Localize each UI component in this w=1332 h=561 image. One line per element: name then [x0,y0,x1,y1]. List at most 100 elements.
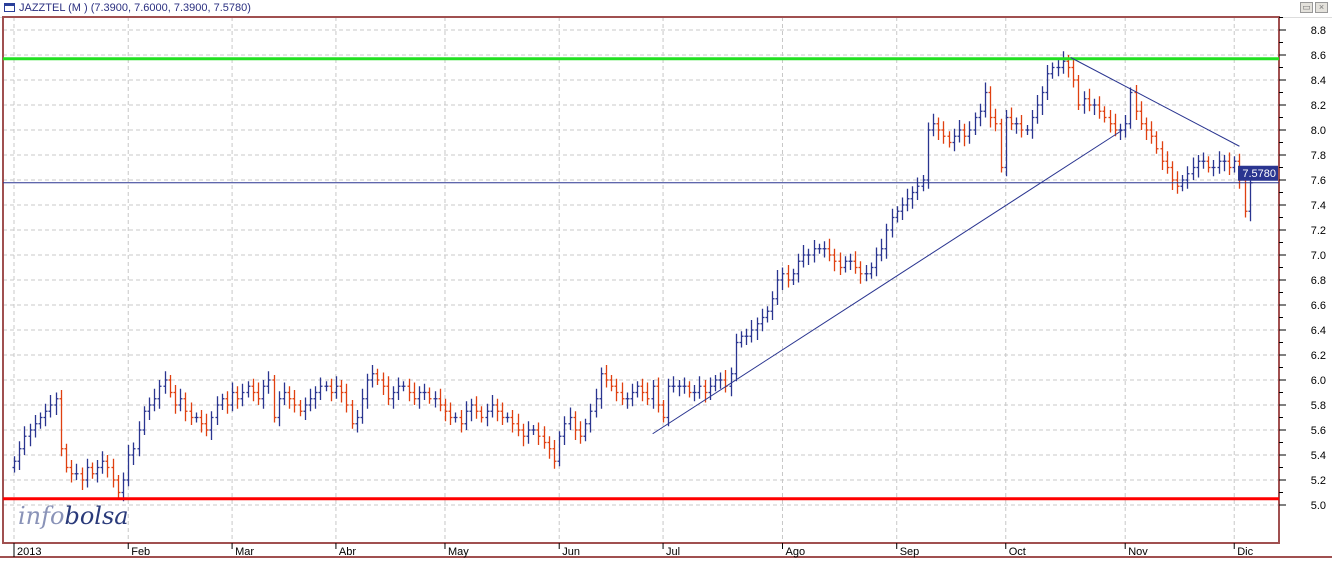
ohlc-bar [822,241,827,258]
ohlc-bar [448,402,453,425]
restore-button[interactable]: ▭ [1300,2,1313,13]
close-button[interactable]: × [1315,2,1328,13]
ohlc-bar [505,412,510,423]
ohlc-bar [64,443,69,473]
ohlc-bar [1149,121,1154,144]
ohlc-bar [1009,107,1014,130]
ohlc-bar [755,317,760,340]
ohlc-bar [671,376,676,393]
ohlc-bar [298,400,303,417]
ohlc-bar [235,386,240,409]
ohlc-bar [864,265,869,282]
ohlc-bar [978,103,983,127]
ohlc-bar [1087,88,1092,112]
ohlc-bar [765,306,770,323]
y-tick-label: 6.8 [1311,275,1326,287]
ohlc-bar [801,245,806,268]
ohlc-bar [183,392,188,422]
ohlc-bar [459,410,464,433]
ohlc-bar [157,380,162,409]
x-tick-label: Mar [235,546,254,558]
ohlc-bar [843,256,848,273]
ohlc-bar [220,393,225,410]
ohlc-bar [812,240,817,263]
ohlc-bar [661,400,666,423]
ohlc-bar [640,378,645,402]
ohlc-bar [1097,96,1102,119]
ohlc-bar [796,253,801,283]
ohlc-bar [386,376,391,405]
ohlc-bar [495,398,500,422]
ohlc-bar [344,383,349,413]
ohlc-bar [604,365,609,388]
ohlc-bar [516,413,521,437]
ohlc-bar [422,383,427,400]
ohlc-bar [490,395,495,418]
ohlc-bar [926,122,931,189]
ohlc-bar [163,371,168,394]
y-tick-label: 7.6 [1311,175,1326,187]
ohlc-bar [1191,157,1196,180]
y-tick-label: 8.4 [1311,75,1326,87]
ohlc-bar [817,243,822,254]
ohlc-bar [215,396,220,425]
y-tick-label: 5.0 [1311,500,1326,512]
ohlc-bar [697,376,702,399]
ohlc-bar [1185,166,1190,189]
ohlc-bar [967,121,972,144]
ohlc-bar [43,403,48,427]
ohlc-bar [905,188,910,212]
ohlc-bar [931,113,936,137]
ohlc-bar [396,377,401,400]
ohlc-bar [1061,51,1066,74]
ohlc-bar [858,261,863,284]
ohlc-bar [80,467,85,490]
ohlc-bar [152,388,157,412]
y-tick-label: 8.0 [1311,125,1326,137]
ohlc-bar [121,472,126,502]
ohlc-bar [1154,131,1159,154]
ohlc-bar [656,377,661,413]
x-tick-label: Oct [1009,546,1026,558]
ohlc-bar [1004,110,1009,177]
x-tick-label: Nov [1128,546,1148,558]
ohlc-bar [692,385,697,402]
ohlc-bar [12,456,17,473]
ohlc-bar [630,383,635,407]
ohlc-bar [105,455,110,478]
ohlc-bar [1222,155,1227,172]
ohlc-bar [1211,160,1216,177]
ohlc-bar [479,406,484,423]
ohlc-bar [884,223,889,259]
ohlc-bar [827,238,832,262]
ohlc-bar [594,388,599,418]
ohlc-bar [609,375,614,392]
ohlc-bar [54,392,59,415]
ohlc-bar [261,380,266,409]
x-tick-label: May [448,546,469,558]
ohlc-bar [28,423,33,447]
ohlc-bar [318,377,323,400]
ohlc-bar [983,82,988,118]
ohlc-bar [531,425,536,435]
ohlc-bar [1196,155,1201,178]
ohlc-bar [1160,141,1165,170]
ohlc-bar [562,416,567,445]
ohlc-bar [952,128,957,152]
ohlc-bar [500,402,505,425]
y-tick-label: 5.4 [1311,450,1326,462]
ohlc-bar [718,372,723,389]
ohlc-bar [739,331,744,348]
ohlc-bar [1165,151,1170,174]
ohlc-bar [292,390,297,413]
ohlc-bar [588,403,593,433]
ohlc-bar [879,238,884,262]
y-tick-label: 7.0 [1311,250,1326,262]
ohlc-bar [962,123,967,147]
ohlc-bar [38,412,43,429]
ohlc-bar [1014,117,1019,134]
y-tick-label: 7.4 [1311,200,1326,212]
ohlc-bar [256,382,261,405]
ohlc-bar [1050,62,1055,79]
ohlc-bar [1071,58,1076,88]
